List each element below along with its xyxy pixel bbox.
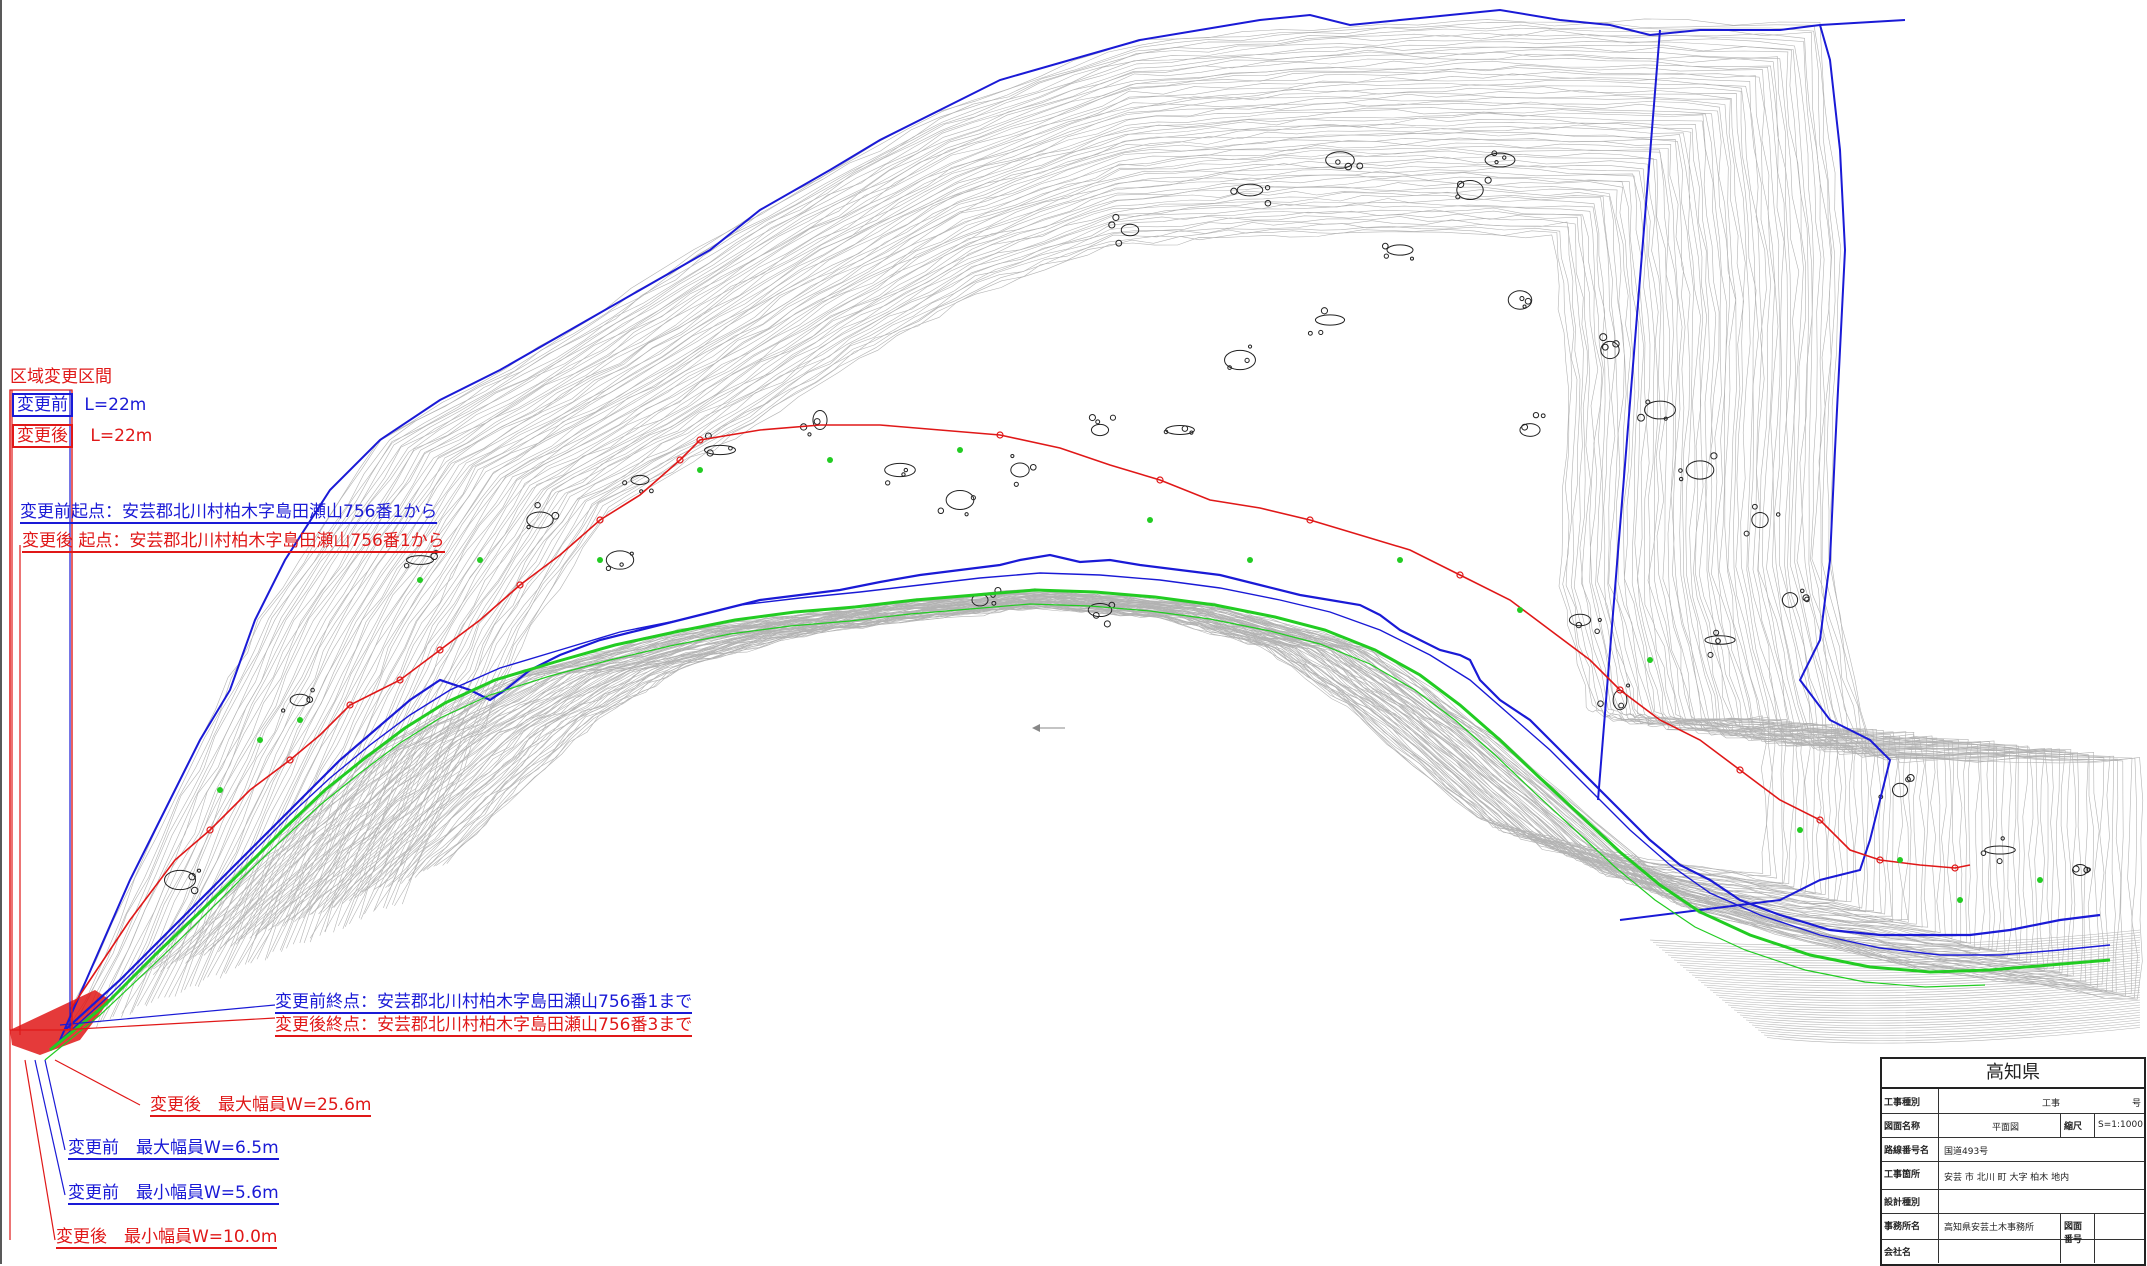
after-length-value: L=22m (90, 426, 153, 446)
outer-boundary-line (59, 8, 1906, 1041)
after-length-row: 変更後 L=22m (12, 421, 153, 448)
tb-value: 工事 (2042, 1099, 2061, 1109)
tb-row-work-type: 工事種別 工事 号 (1882, 1089, 2144, 1114)
diagonal-boundary (1597, 29, 1661, 801)
tb-row-design-type: 設計種別 (1882, 1189, 2144, 1214)
before-tag: 変更前 (12, 393, 73, 417)
proposed-route-line (69, 424, 1971, 1011)
contour-lines (59, 18, 2144, 1044)
before-min-width: 変更前 最小幅員W=5.6m (68, 1178, 279, 1205)
tb-key: 会社名 (1884, 1248, 1912, 1258)
road-boundary-lower (54, 572, 2111, 1046)
before-end-point: 変更前終点：安芸郡北川村柏木字島田瀬山756番1まで (275, 987, 693, 1014)
tb-extra: 号 (2132, 1099, 2142, 1109)
tb-key: 工事箇所 (1884, 1170, 1921, 1180)
after-min-width: 変更後 最小幅員W=10.0m (56, 1222, 278, 1249)
title-block: 高知県 工事種別 工事 号 図面名称 平面図 縮尺 S=1:1000 路線番号名… (1880, 1057, 2146, 1266)
tb-row-location: 工事箇所 安芸 市 北川 町 大字 柏木 地内 (1882, 1161, 2144, 1190)
before-length-row: 変更前 L=22m (12, 390, 147, 417)
terrain-symbols (163, 150, 2091, 895)
after-max-width: 変更後 最大幅員W=25.6m (150, 1090, 372, 1117)
tb-row-drawing-name: 図面名称 平面図 縮尺 S=1:1000 (1882, 1113, 2144, 1138)
after-start-point: 変更後 起点：安芸郡北川村柏木字島田瀬山756番1から (22, 526, 445, 553)
section-bracket (9, 389, 73, 1031)
before-start-point: 変更前起点：安芸郡北川村柏木字島田瀬山756番1から (20, 497, 438, 524)
tb-value: 国道493号 (1944, 1147, 1989, 1157)
after-end-point: 変更後終点：安芸郡北川村柏木字島田瀬山756番3まで (275, 1010, 693, 1037)
prefecture-name: 高知県 (1882, 1059, 2144, 1089)
tb-scale-value: S=1:1000 (2098, 1120, 2143, 1130)
tb-row-office: 事務所名 高知県安芸土木事務所 図面番号 (1882, 1213, 2144, 1263)
tb-key: 事務所名 (1884, 1222, 1921, 1232)
tb-key: 工事種別 (1884, 1098, 1921, 1108)
outer-boundary-east (1619, 24, 1892, 921)
after-tag: 変更後 (12, 424, 73, 448)
tb-row-company: 会社名 (1882, 1239, 2144, 1263)
tb-row-route: 路線番号名 国道493号 (1882, 1137, 2144, 1162)
tb-key: 設計種別 (1884, 1198, 1921, 1208)
tb-value: 高知県安芸土木事務所 (1944, 1223, 2035, 1233)
tb-value: 平面図 (1992, 1123, 2020, 1133)
before-length-value: L=22m (84, 395, 147, 415)
road-centerline (49, 588, 2111, 1052)
tb-scale-label: 縮尺 (2064, 1122, 2083, 1132)
north-arrow-icon (1032, 724, 1040, 732)
before-max-width: 変更前 最大幅員W=6.5m (68, 1133, 279, 1160)
change-area-polygon (10, 990, 110, 1055)
station-markers (206, 431, 2043, 903)
tb-key: 路線番号名 (1884, 1146, 1930, 1156)
tb-key: 図面名称 (1884, 1122, 1921, 1132)
tb-value: 安芸 市 北川 町 大字 柏木 地内 (1944, 1173, 2070, 1183)
section-title: 区域変更区間 (10, 367, 112, 387)
tb-drawing-no-label: 図面番号 (2064, 1222, 2083, 1245)
road-edge-green (44, 603, 1986, 1061)
